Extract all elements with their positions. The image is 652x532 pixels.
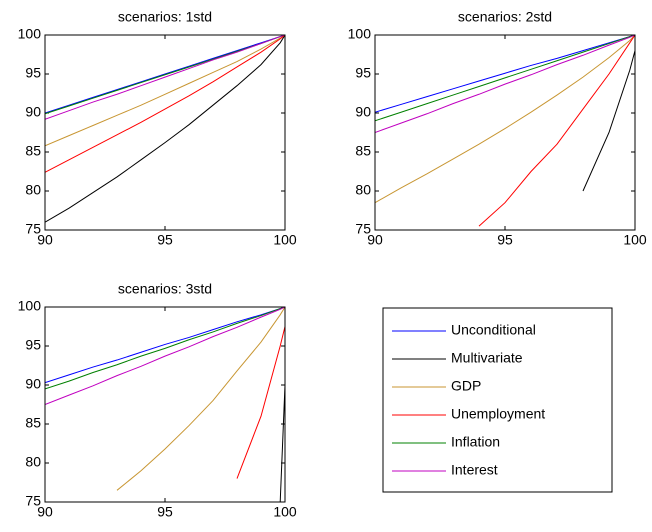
series-line [375, 35, 635, 133]
axes-frame [374, 34, 636, 231]
x-tick-label: 90 [367, 232, 383, 248]
y-tick-label: 80 [25, 454, 41, 470]
plot-lines [45, 307, 285, 502]
series-line [45, 35, 285, 120]
plot-area [45, 307, 285, 502]
y-tick-label: 95 [25, 65, 41, 81]
series-line [279, 384, 285, 502]
x-tick-label: 100 [273, 504, 297, 520]
x-tick-label: 95 [157, 232, 173, 248]
series-line [45, 307, 285, 390]
y-tick-label: 75 [25, 221, 41, 237]
series-line [116, 307, 285, 491]
series-line [375, 35, 635, 113]
plot-lines [45, 35, 285, 223]
x-tick-label: 95 [497, 232, 513, 248]
y-tick-label: 80 [25, 182, 41, 198]
legend-label: Multivariate [451, 350, 523, 366]
y-tick-label: 90 [25, 104, 41, 120]
legend-label: Interest [451, 462, 498, 478]
y-tick-label: 85 [355, 143, 371, 159]
series-line [45, 307, 285, 384]
x-tick-label: 100 [623, 232, 647, 248]
chart-title: scenarios: 2std [458, 9, 552, 25]
series-line [375, 35, 635, 122]
y-tick-label: 75 [25, 493, 41, 509]
x-tick-label: 90 [37, 504, 53, 520]
series-line [582, 50, 635, 192]
y-tick-label: 90 [355, 104, 371, 120]
y-tick-label: 85 [25, 143, 41, 159]
legend-label: GDP [451, 378, 481, 394]
legend-label: Unemployment [451, 406, 545, 422]
x-tick-label: 90 [37, 232, 53, 248]
y-tick-label: 75 [355, 221, 371, 237]
series-line [375, 35, 635, 204]
legend-label: Unconditional [451, 322, 536, 338]
series-line [478, 35, 635, 227]
y-tick-label: 80 [355, 182, 371, 198]
x-tick-label: 100 [273, 232, 297, 248]
y-tick-label: 100 [18, 26, 42, 42]
axes-frame [44, 34, 286, 231]
y-tick-label: 100 [18, 298, 42, 314]
plot-lines [375, 35, 635, 227]
y-tick-label: 95 [355, 65, 371, 81]
chart-title: scenarios: 1std [118, 9, 212, 25]
legend-box [382, 307, 613, 493]
series-line [45, 35, 285, 173]
y-tick-label: 95 [25, 337, 41, 353]
series-line [45, 35, 285, 223]
y-tick-label: 90 [25, 376, 41, 392]
series-line [45, 35, 285, 147]
series-line [45, 35, 285, 114]
series-line [236, 326, 285, 479]
x-tick-label: 95 [157, 504, 173, 520]
plot-area [375, 35, 635, 230]
series-line [45, 307, 285, 405]
axes-frame [44, 306, 286, 503]
chart-title: scenarios: 3std [118, 281, 212, 297]
y-tick-label: 100 [348, 26, 372, 42]
y-tick-label: 85 [25, 415, 41, 431]
legend-label: Inflation [451, 434, 500, 450]
